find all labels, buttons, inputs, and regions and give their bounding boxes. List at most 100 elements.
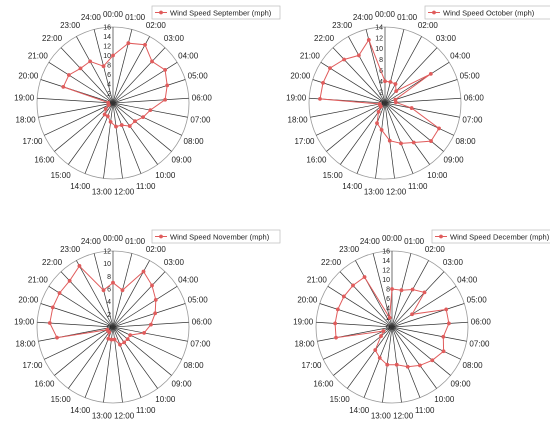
category-label: 08:00 (456, 137, 477, 146)
radial-tick-label: 12 (103, 249, 111, 256)
data-point (163, 97, 168, 102)
category-label: 18:00 (295, 340, 316, 349)
data-point (351, 283, 355, 288)
data-point (394, 362, 399, 367)
spoke (391, 260, 429, 328)
radial-tick-label: 10 (382, 277, 390, 284)
data-point (102, 112, 107, 117)
category-label: 17:00 (22, 361, 43, 370)
data-point (377, 356, 382, 360)
spoke (391, 326, 451, 376)
category-label: 05:00 (467, 295, 488, 304)
data-point (128, 333, 133, 337)
category-label: 02:00 (146, 245, 167, 254)
radial-tick-label: 14 (382, 258, 390, 265)
data-point (111, 280, 115, 285)
data-point (77, 264, 82, 268)
category-label: 05:00 (188, 71, 209, 80)
data-point (422, 290, 427, 295)
legend-box (151, 229, 281, 244)
category-label: 12:00 (393, 411, 414, 420)
category-label: 19:00 (293, 317, 314, 326)
category-label: 06:00 (464, 93, 485, 102)
category-label: 11:00 (136, 182, 156, 191)
spoke (112, 326, 188, 342)
category-label: 12:00 (114, 411, 135, 420)
category-label: 02:00 (425, 245, 446, 254)
category-label: 00:00 (382, 234, 403, 243)
category-label: 14:00 (70, 182, 91, 191)
data-point (394, 89, 399, 94)
category-label: 24:00 (81, 13, 102, 22)
spoke (60, 47, 114, 104)
spoke (54, 326, 114, 376)
spoke (310, 102, 386, 118)
category-label: 03:00 (436, 34, 457, 43)
data-point (133, 119, 137, 124)
spoke (112, 97, 189, 104)
spoke (112, 271, 166, 328)
radial-tick-label: 12 (382, 268, 390, 275)
data-point (362, 275, 367, 279)
data-point (373, 348, 378, 352)
radial-tick-label: 10 (375, 46, 383, 53)
spoke (356, 102, 386, 174)
spoke (391, 326, 467, 342)
data-point (109, 337, 114, 342)
category-label: 16:00 (306, 156, 327, 165)
category-label: 12:00 (114, 187, 135, 196)
data-point (377, 102, 382, 106)
category-label: 09:00 (172, 156, 193, 165)
legend-label: Wind Speed December (mph) (450, 232, 550, 241)
spoke (112, 303, 186, 328)
data-point (390, 287, 394, 291)
data-point (118, 342, 122, 347)
radial-tick-label: 8 (107, 63, 111, 70)
category-label: 20:00 (290, 71, 311, 80)
category-label: 17:00 (301, 361, 322, 370)
spoke (112, 326, 142, 398)
spoke (76, 36, 114, 104)
data-point (149, 322, 153, 327)
category-label: 07:00 (190, 340, 211, 349)
category-label: 19:00 (14, 317, 35, 326)
data-point (114, 124, 118, 129)
legend-label: Wind Speed October (mph) (443, 8, 535, 17)
category-label: 07:00 (190, 116, 211, 125)
data-point (366, 38, 371, 42)
data-point (341, 294, 346, 299)
spoke (347, 326, 393, 389)
data-point (428, 72, 433, 76)
data-point (446, 321, 451, 326)
spoke (112, 102, 142, 174)
spoke (384, 102, 414, 174)
category-label: 01:00 (397, 13, 418, 22)
spoke (391, 326, 421, 398)
data-point (356, 53, 361, 58)
data-point (393, 100, 398, 105)
category-label: 20:00 (18, 295, 39, 304)
category-label: 23:00 (332, 21, 353, 30)
data-point (399, 288, 404, 293)
data-point (441, 349, 446, 354)
spoke (44, 326, 114, 360)
spoke (391, 326, 461, 360)
category-label: 24:00 (353, 13, 374, 22)
legend-label: Wind Speed November (mph) (170, 232, 270, 241)
category-label: 22:00 (42, 34, 63, 43)
category-label: 09:00 (172, 380, 193, 389)
category-label: 04:00 (457, 275, 478, 284)
data-point (388, 80, 393, 84)
spoke (391, 303, 465, 328)
spoke (68, 326, 114, 389)
category-label: 21:00 (307, 275, 328, 284)
spoke (112, 102, 158, 165)
radial-tick-label: 0 (107, 325, 111, 332)
radial-tick-label: 8 (379, 57, 383, 64)
data-point (387, 315, 392, 320)
radial-tick-label: 6 (107, 287, 111, 294)
category-label: 04:00 (178, 51, 199, 60)
category-label: 11:00 (408, 182, 428, 191)
radial-tick-label: 2 (379, 90, 383, 97)
radial-tick-label: 16 (382, 249, 390, 256)
